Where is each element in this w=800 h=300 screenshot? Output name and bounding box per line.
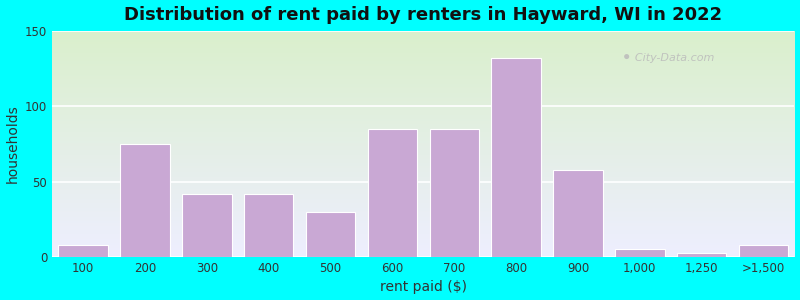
Bar bbox=[306, 212, 355, 257]
Bar bbox=[677, 253, 726, 257]
Title: Distribution of rent paid by renters in Hayward, WI in 2022: Distribution of rent paid by renters in … bbox=[124, 6, 722, 24]
Y-axis label: households: households bbox=[6, 104, 19, 183]
Bar bbox=[615, 250, 665, 257]
Bar bbox=[58, 245, 108, 257]
Bar bbox=[120, 144, 170, 257]
Text: ⚫ City-Data.com: ⚫ City-Data.com bbox=[622, 53, 714, 63]
X-axis label: rent paid ($): rent paid ($) bbox=[380, 280, 467, 294]
Bar bbox=[368, 129, 417, 257]
Bar bbox=[244, 194, 294, 257]
Bar bbox=[182, 194, 231, 257]
Bar bbox=[554, 169, 602, 257]
Bar bbox=[738, 245, 788, 257]
Bar bbox=[491, 58, 541, 257]
Bar bbox=[430, 129, 479, 257]
